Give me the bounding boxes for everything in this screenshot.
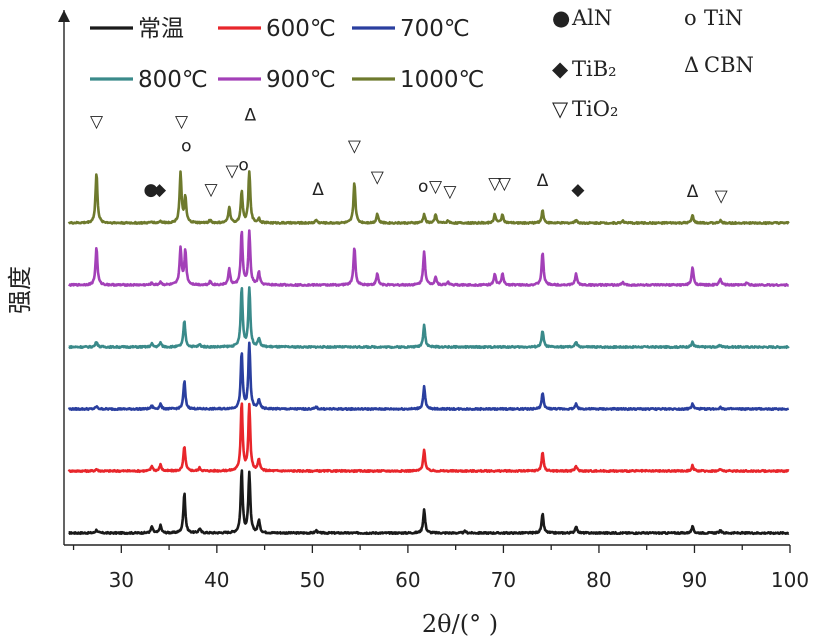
peak-marker-0: ▽ — [90, 112, 104, 132]
peak-marker-13: ▽ — [429, 177, 443, 197]
phase-symbol-2: ◆ — [552, 57, 569, 81]
series-lines — [67, 170, 790, 536]
axes: 30 40 50 60 70 80 90 100 — [58, 10, 809, 592]
peak-marker-18: ◆ — [571, 180, 585, 200]
peak-marker-10: ▽ — [348, 137, 362, 157]
y-axis-title: 强度 — [6, 266, 34, 314]
x-tick-label-90: 90 — [682, 568, 707, 592]
series-line-0 — [68, 469, 790, 536]
y-axis-arrow — [58, 10, 70, 22]
legend-label-3: 800℃ — [138, 67, 208, 93]
legend-label-1: 600℃ — [266, 16, 336, 42]
x-tick-label-30: 30 — [109, 568, 134, 592]
phase-legend: ● AlN o TiN ◆ TiB₂ Δ CBN ▽ TiO₂ — [552, 6, 754, 121]
phase-label-4: TiO₂ — [572, 97, 618, 121]
phase-label-2: TiB₂ — [572, 57, 617, 81]
legend-label-0: 常温 — [138, 16, 184, 42]
peak-marker-9: Δ — [312, 180, 324, 200]
series-line-3 — [68, 286, 790, 350]
peak-marker-16: ▽ — [498, 174, 512, 194]
peak-marker-7: ● — [143, 180, 158, 200]
peak-marker-4: o — [238, 155, 248, 175]
peak-marker-11: ▽ — [371, 168, 385, 188]
legend-label-4: 900℃ — [266, 67, 336, 93]
phase-symbol-4: ▽ — [552, 97, 569, 121]
x-tick-label-50: 50 — [300, 568, 325, 592]
x-axis-title: 2θ/(° ) — [422, 610, 498, 638]
peak-marker-14: ▽ — [443, 182, 457, 202]
peak-marker-17: Δ — [537, 171, 549, 191]
peak-annotations: ▽ ▽oΔo▽▽●◆ Δ▽▽ o ▽ ▽ ▽▽ Δ ◆ Δ ▽ — [90, 106, 729, 207]
series-line-5 — [67, 170, 790, 226]
series-line-4 — [67, 229, 790, 288]
legend-label-2: 700℃ — [400, 16, 470, 42]
peak-marker-3: Δ — [244, 106, 256, 126]
legend-label-5: 1000℃ — [400, 67, 484, 93]
series-legend: 常温 600℃ 700℃ 800℃ 900℃ 1000℃ — [90, 16, 484, 93]
phase-symbol-0: ● — [552, 6, 570, 30]
peak-marker-2: o — [181, 137, 191, 157]
phase-label-3: CBN — [704, 53, 754, 77]
peak-marker-5: ▽ — [226, 162, 240, 182]
x-tick-label-60: 60 — [395, 568, 420, 592]
series-line-2 — [67, 341, 790, 412]
phase-label-0: AlN — [571, 6, 612, 30]
x-tick-label-100: 100 — [771, 568, 809, 592]
peak-marker-19: Δ — [687, 182, 699, 202]
peak-marker-15: ▽ — [488, 174, 502, 194]
x-tick-label-70: 70 — [491, 568, 516, 592]
series-line-1 — [67, 402, 790, 474]
peak-marker-6: ▽ — [205, 180, 219, 200]
peak-marker-1: ▽ — [175, 112, 189, 132]
x-tick-label-80: 80 — [586, 568, 611, 592]
phase-symbol-1: o — [684, 6, 697, 30]
peak-marker-8: ◆ — [153, 180, 167, 200]
x-tick-label-40: 40 — [204, 568, 229, 592]
phase-label-1: TiN — [704, 6, 743, 30]
peak-marker-20: ▽ — [715, 186, 729, 206]
phase-symbol-3: Δ — [684, 53, 699, 77]
peak-marker-12: o — [418, 177, 428, 197]
